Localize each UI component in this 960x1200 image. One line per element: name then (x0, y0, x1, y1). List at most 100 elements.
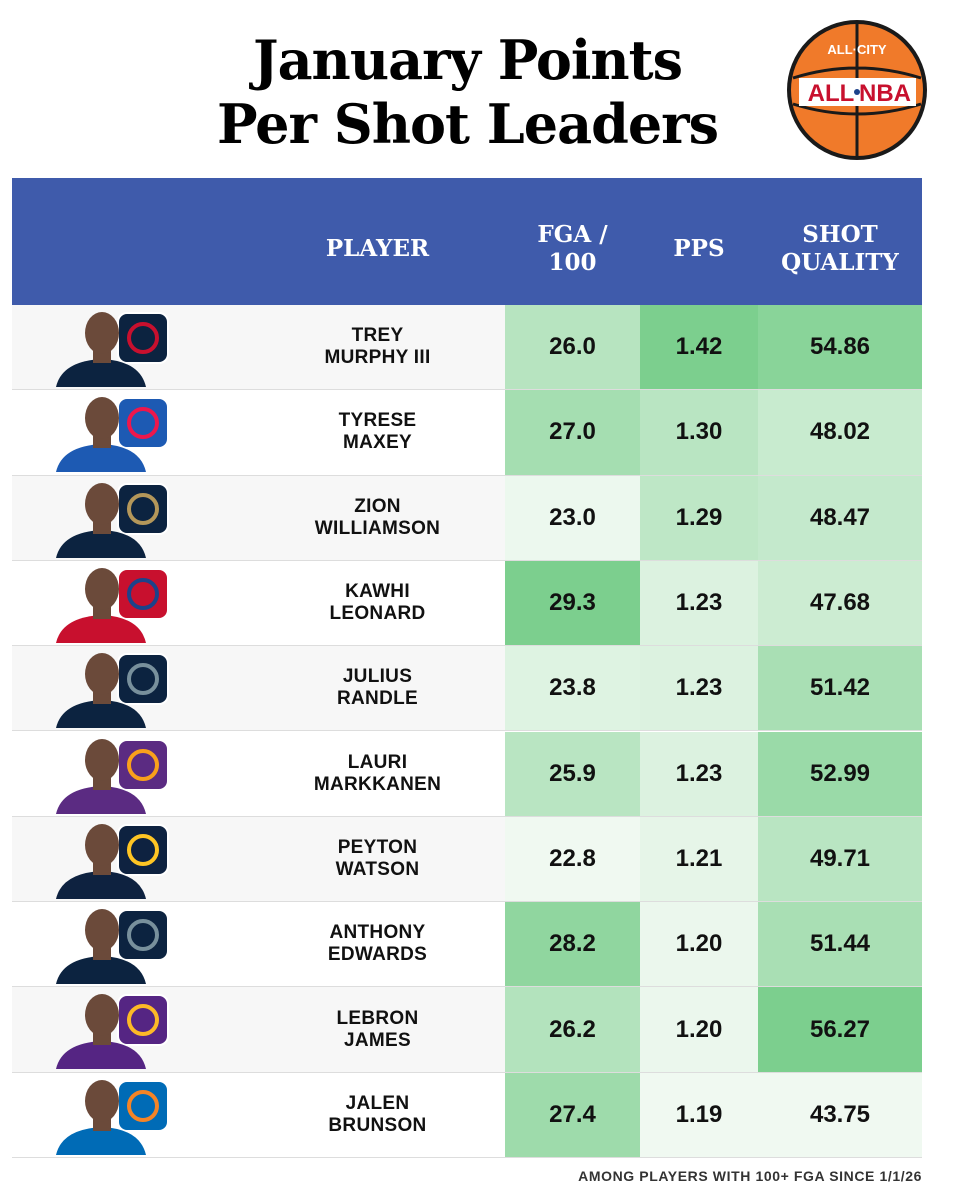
player-photo (52, 906, 170, 985)
stat-cell: 1.23 (640, 731, 758, 816)
player-name: LAURI MARKKANEN (250, 732, 505, 816)
stat-cell: 49.71 (758, 816, 922, 902)
player-name: TYRESE MAXEY (250, 390, 505, 474)
header-line: PLAYER (325, 234, 430, 262)
name-line: WILLIAMSON (314, 517, 441, 539)
logo-right: NBA (859, 80, 911, 107)
header-cell: SHOT QUALITY (758, 178, 922, 305)
head (85, 567, 119, 610)
player-photo (52, 309, 170, 387)
head (85, 397, 119, 440)
table-row: JALEN BRUNSON 27.4 1.19 43.75 (12, 1072, 922, 1158)
title-line: Per Shot Leaders (216, 92, 719, 156)
name-line: RANDLE (337, 688, 418, 710)
stat-cell: 47.68 (758, 560, 922, 646)
stat-cell: 25.9 (505, 731, 640, 816)
photo-art (56, 567, 169, 643)
team-logo-mark (127, 919, 159, 952)
head (85, 482, 119, 525)
name-line: JULIUS (342, 666, 413, 688)
name-line: MAXEY (342, 432, 413, 454)
stat-cell: 56.27 (758, 987, 922, 1072)
header-line: 100 (548, 248, 597, 276)
stat-cell: 48.47 (758, 475, 922, 560)
header-cell: PPS (640, 178, 758, 305)
photo-art (56, 738, 169, 814)
team-logo-mark (127, 492, 159, 525)
header-line: FGA / (537, 220, 608, 248)
stat-cell: 1.21 (640, 816, 758, 902)
logo-top: ALL·CITY (827, 42, 887, 57)
table-row: ANTHONY EDWARDS 28.2 1.20 51.44 (12, 902, 922, 988)
stat-cell: 51.42 (758, 646, 922, 731)
team-logo-mark (127, 577, 159, 610)
name-line: PEYTON (337, 836, 418, 858)
head (85, 823, 119, 866)
jersey (56, 444, 146, 473)
team-logo-mark (127, 407, 159, 440)
player-name: JULIUS RANDLE (250, 646, 505, 730)
jersey (56, 700, 146, 729)
name-line: BRUNSON (328, 1114, 427, 1136)
jersey (56, 956, 146, 985)
stat-cell: 43.75 (758, 1072, 922, 1157)
logo-left: ALL (808, 80, 855, 107)
team-logo (117, 482, 169, 535)
head (85, 738, 119, 781)
stat-cell: 1.23 (640, 646, 758, 731)
player-photo (52, 736, 170, 814)
name-line: TREY (351, 325, 404, 347)
stat-cell: 26.2 (505, 987, 640, 1072)
jersey (56, 614, 146, 643)
team-logo (117, 397, 169, 450)
table-row: LEBRON JAMES 26.2 1.20 56.27 (12, 987, 922, 1073)
stat-cell: 23.8 (505, 646, 640, 731)
name-line: LEBRON (336, 1007, 419, 1029)
team-logo (117, 738, 169, 791)
player-photo (52, 821, 170, 899)
team-logo-mark (127, 663, 159, 696)
player-name: ZION WILLIAMSON (250, 476, 505, 560)
head (85, 653, 119, 696)
jersey (56, 529, 146, 558)
footer-note: AMONG PLAYERS WITH 100+ FGA SINCE 1/1/26 (578, 1168, 922, 1184)
logo: ALL·CITY ALL NBA (787, 20, 927, 160)
player-photo (52, 991, 170, 1070)
player-name: JALEN BRUNSON (250, 1073, 505, 1157)
player-photo (52, 1077, 170, 1155)
stat-cell: 1.19 (640, 1072, 758, 1157)
team-logo (117, 1079, 169, 1132)
stat-cell: 1.20 (640, 987, 758, 1072)
name-line: ZION (354, 495, 401, 517)
team-logo (117, 653, 169, 706)
name-line: EDWARDS (327, 944, 428, 966)
team-logo-mark (127, 1004, 159, 1037)
stat-cell: 1.23 (640, 560, 758, 646)
player-photo (52, 480, 170, 558)
name-line: LEONARD (329, 603, 426, 625)
head (85, 1079, 119, 1122)
stat-cell: 26.0 (505, 305, 640, 390)
name-line: LAURI (347, 751, 408, 773)
photo-art (56, 312, 169, 387)
player-name: PEYTON WATSON (250, 817, 505, 901)
jersey (56, 785, 146, 814)
table-row: KAWHI LEONARD 29.3 1.23 47.68 (12, 560, 922, 647)
stat-cell: 51.44 (758, 902, 922, 987)
name-line: JALEN (345, 1092, 410, 1114)
jersey (56, 359, 146, 387)
stat-cell: 1.29 (640, 475, 758, 560)
name-line: WATSON (335, 858, 420, 880)
stat-cell: 1.30 (640, 390, 758, 475)
head (85, 909, 119, 952)
stat-cell: 28.2 (505, 902, 640, 987)
name-line: TYRESE (338, 410, 417, 432)
header-line: PPS (673, 234, 725, 262)
photo-art (56, 994, 169, 1070)
stat-cell: 27.0 (505, 390, 640, 475)
stat-cell: 48.02 (758, 390, 922, 475)
name-line: KAWHI (345, 581, 410, 603)
team-logo-mark (127, 1089, 159, 1122)
table-row: LAURI MARKKANEN 25.9 1.23 52.99 (12, 731, 922, 817)
team-logo (117, 312, 169, 364)
